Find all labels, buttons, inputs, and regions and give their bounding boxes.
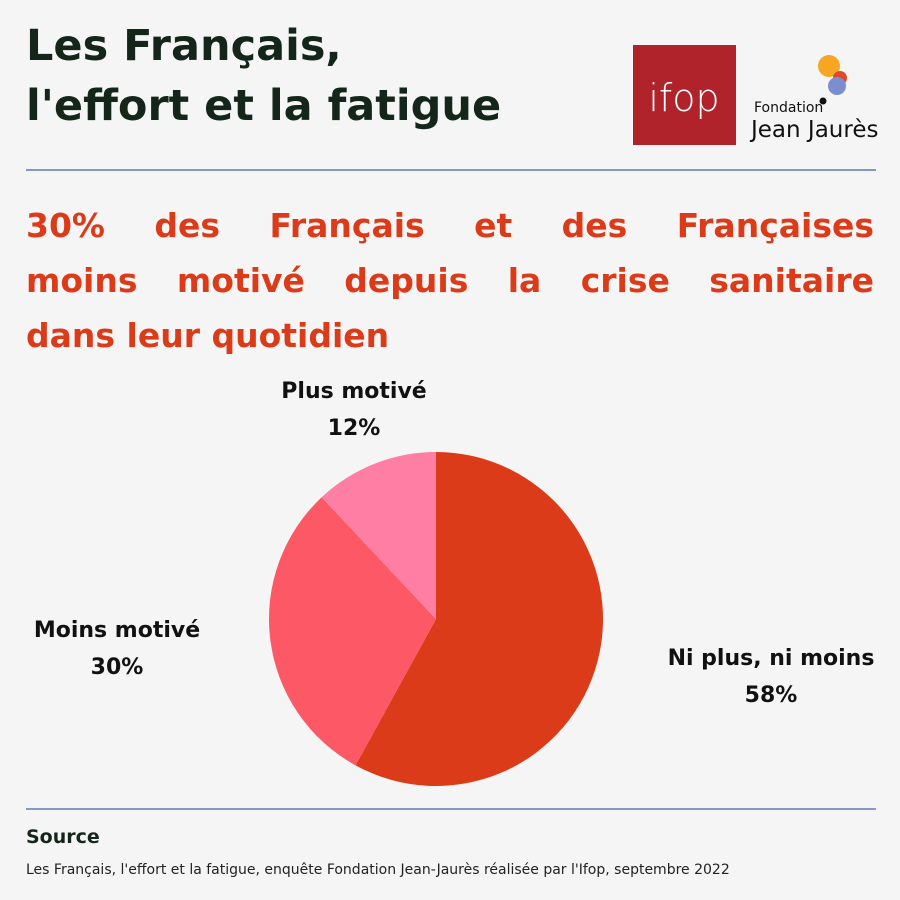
- ifop-logo: ifop: [633, 45, 736, 145]
- headline-line-3: dans leur quotidien: [26, 316, 390, 355]
- bottom-divider: [26, 808, 876, 810]
- ifop-logo-text: ifop: [648, 76, 719, 120]
- fondation-jean-jaures-logo: Fondation Jean Jaurès: [749, 55, 878, 142]
- fjj-logo-line2: Jean Jaurès: [749, 117, 878, 142]
- ifop-logo-background: [633, 45, 736, 145]
- title-line-1: Les Français,: [26, 21, 342, 71]
- pie-label-moins-motive-name: Moins motivé: [33, 618, 201, 643]
- top-divider: [26, 169, 876, 171]
- pie-label-ni-plus-ni-moins-value: 58%: [744, 683, 798, 708]
- pie-label-moins-motive-value: 30%: [90, 655, 144, 680]
- pie-label-plus-motive: Plus motivé 12%: [281, 373, 426, 447]
- fjj-logo-black-dot: [819, 97, 827, 105]
- headline: 30% des Français et des Françaises moins…: [26, 198, 874, 363]
- headline-line-1: 30% des Français et des Françaises: [26, 206, 874, 245]
- headline-line-2: moins motivé depuis la crise sanitaire: [26, 261, 874, 300]
- pie-label-moins-motive: Moins motivé 30%: [34, 612, 200, 686]
- source-title: Source: [26, 826, 100, 848]
- page-title: Les Français, l'effort et la fatigue: [26, 16, 626, 136]
- fjj-logo-orange-dot: [818, 55, 840, 77]
- fjj-logo-blue-dot: [828, 77, 846, 95]
- pie-label-plus-motive-name: Plus motivé: [281, 379, 427, 404]
- source-text: Les Français, l'effort et la fatigue, en…: [26, 862, 730, 878]
- title-line-2: l'effort et la fatigue: [26, 81, 502, 131]
- pie-slice-moins-motive: [269, 497, 436, 766]
- pie-label-ni-plus-ni-moins: Ni plus, ni moins 58%: [668, 640, 875, 714]
- pie-slice-ni-plus-ni-moins: [355, 452, 604, 786]
- fjj-logo-line1: Fondation: [754, 100, 823, 116]
- pie-label-plus-motive-value: 12%: [327, 416, 381, 441]
- pie-slice-plus-motive: [321, 452, 436, 619]
- pie-label-ni-plus-ni-moins-name: Ni plus, ni moins: [667, 646, 875, 671]
